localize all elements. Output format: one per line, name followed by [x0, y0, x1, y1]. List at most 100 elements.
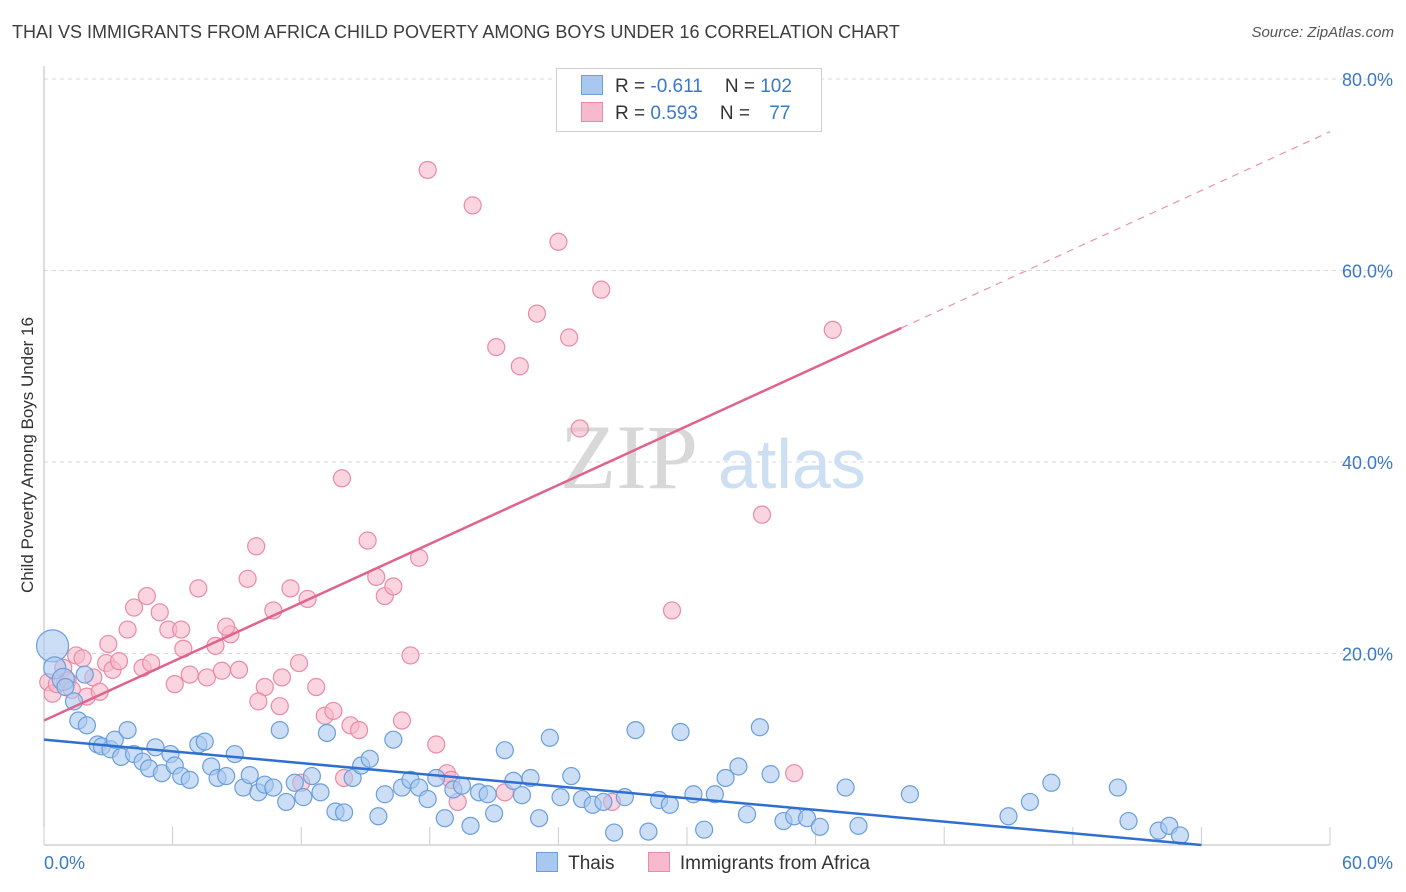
africa-trend-line [43, 326, 902, 722]
africa-point [358, 531, 377, 550]
africa-legend-swatch [647, 852, 670, 872]
thais-point [180, 770, 199, 789]
thais-point [277, 792, 296, 812]
africa-legend-label: Immigrants from Africa [679, 853, 870, 874]
africa-point [401, 646, 420, 665]
thais-point [562, 766, 581, 786]
thais-trend-line [43, 738, 1202, 847]
thais-point [225, 744, 244, 764]
africa-point [427, 735, 446, 754]
y-tick-label: 40.0% [1342, 453, 1393, 473]
africa-point [150, 603, 169, 622]
y-tick-label: 20.0% [1342, 645, 1393, 665]
thais-point [435, 809, 454, 828]
thais-point [660, 795, 679, 814]
africa-point [752, 505, 772, 524]
legend-item-africa[interactable]: Immigrants from Africa [647, 852, 870, 875]
africa-point [510, 357, 529, 376]
thais-point [750, 718, 769, 737]
thais-point [302, 766, 322, 786]
thais-point [512, 786, 532, 805]
thais-point [461, 816, 480, 835]
africa-point [270, 697, 289, 716]
thais-point [849, 816, 868, 835]
thais-point [1108, 778, 1127, 797]
thais-point [294, 788, 313, 807]
y-tick-label: 80.0% [1342, 70, 1393, 90]
africa-point [99, 634, 118, 654]
africa-n-label: N = [719, 103, 756, 124]
thais-point [1119, 811, 1138, 831]
africa-point [487, 338, 506, 357]
africa-point [212, 661, 231, 680]
africa-point [307, 677, 326, 697]
africa-point [332, 469, 352, 488]
watermark-atlas: atlas [718, 425, 866, 503]
africa-swatch [581, 102, 603, 122]
africa-point [73, 649, 92, 668]
thais-swatch [581, 75, 603, 95]
thais-point [900, 785, 920, 804]
africa-point [109, 652, 129, 671]
thais-point [369, 807, 388, 826]
y-tick-label: 60.0% [1342, 262, 1393, 282]
africa-point [229, 660, 249, 679]
thais-point [530, 809, 549, 828]
thais-point [334, 803, 354, 822]
trend-lines [43, 131, 1331, 847]
africa-point [272, 668, 292, 687]
thais-point [384, 730, 403, 749]
legend-item-thais[interactable]: Thais [536, 852, 615, 875]
africa-n-value: 77 [769, 103, 791, 124]
thais-point [264, 778, 283, 797]
africa-point [197, 668, 216, 687]
legend-row-africa: R = 0.593 N = 77 [581, 102, 790, 126]
africa-point [527, 304, 547, 323]
thais-point [999, 807, 1018, 826]
thais-n-label: N = [724, 76, 761, 97]
africa-point [662, 601, 682, 620]
africa-point [137, 586, 156, 606]
africa-point [189, 579, 208, 598]
axes [43, 66, 1331, 846]
chart-title: THAI VS IMMIGRANTS FROM AFRICA CHILD POV… [12, 22, 900, 42]
africa-point [324, 701, 343, 721]
thais-point [671, 722, 690, 742]
thais-point [761, 765, 780, 784]
africa-point [463, 196, 482, 215]
thais-point [737, 805, 757, 824]
grid-lines [44, 78, 1392, 654]
thais-point [705, 785, 724, 804]
watermark: ZIP atlas [560, 406, 866, 508]
thais-point [521, 768, 540, 788]
thais-point [418, 789, 437, 809]
thais-point [729, 757, 748, 776]
africa-point [560, 328, 579, 347]
thais-legend-swatch [536, 852, 559, 872]
thais-point [836, 778, 855, 797]
africa-point [247, 537, 266, 556]
thais-n-value: 102 [760, 76, 792, 97]
thais-point [540, 728, 559, 747]
africa-point [118, 620, 137, 639]
thais-point [217, 766, 236, 786]
thais-point [56, 677, 75, 697]
thais-point [1020, 792, 1040, 812]
thais-point [478, 785, 497, 804]
africa-point [281, 579, 300, 598]
thais-point [639, 822, 658, 841]
africa-point [249, 692, 268, 711]
legend-row-thais: R = -0.611 N = 102 [581, 75, 792, 99]
africa-point [165, 675, 184, 694]
africa-trend-extension [901, 131, 1331, 329]
africa-point [238, 569, 257, 588]
africa-point [172, 620, 191, 639]
thais-point [317, 723, 337, 743]
thais-point [1042, 773, 1061, 792]
thais-point [810, 817, 829, 836]
series-legend: Thais Immigrants from Africa [0, 852, 1406, 875]
thais-r-label: R = [615, 76, 651, 97]
source-label: Source: ZipAtlas.com [1251, 24, 1394, 41]
thais-point [77, 716, 96, 735]
